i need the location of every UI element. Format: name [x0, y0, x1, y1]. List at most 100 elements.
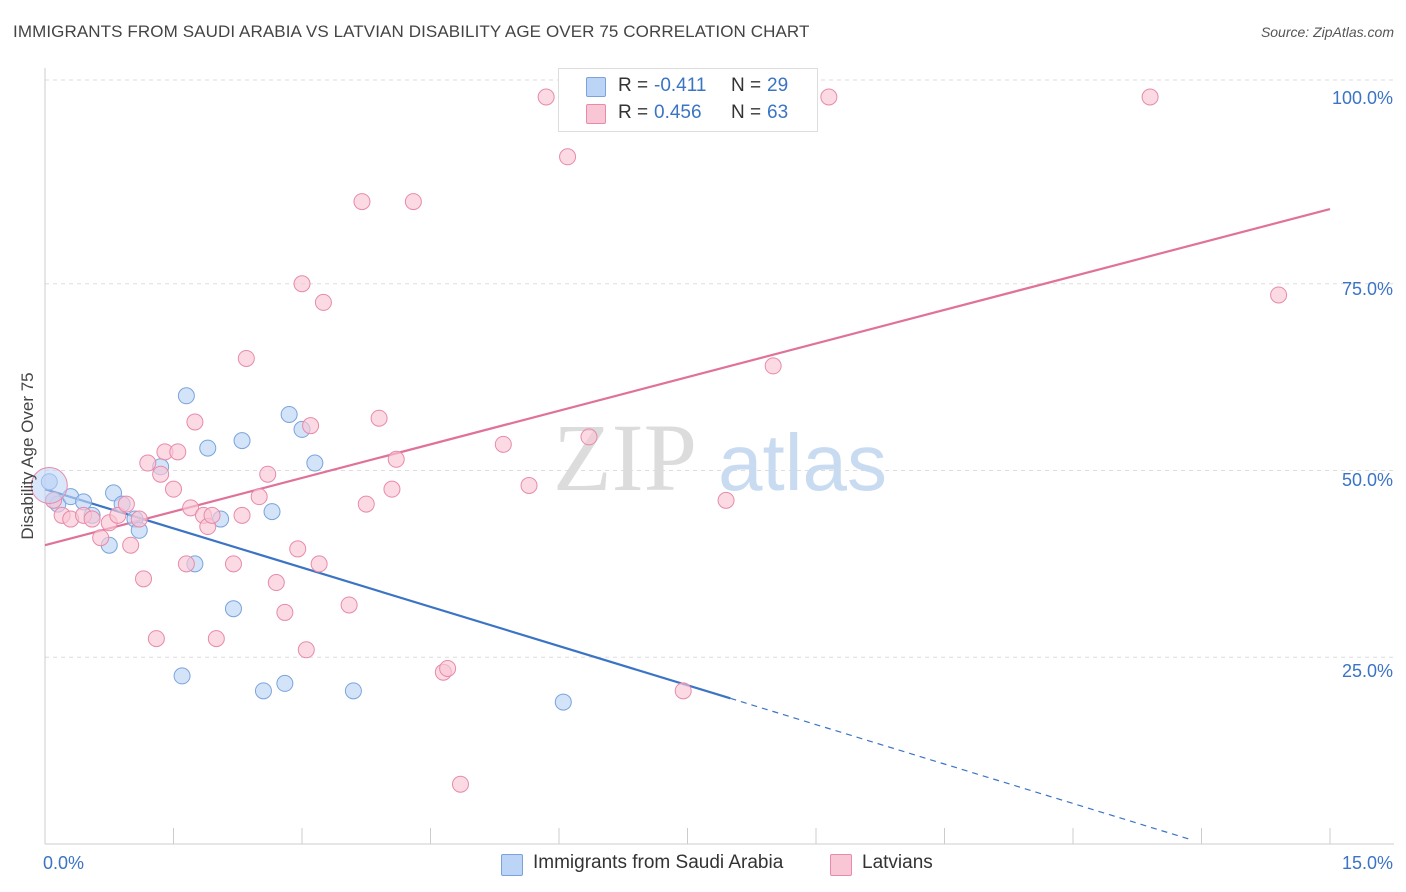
latvian-point — [177, 555, 195, 573]
latvian-point — [451, 775, 469, 793]
latvian-point — [139, 454, 157, 472]
watermark-atlas: atlas — [718, 418, 887, 507]
latvian-point — [259, 465, 277, 483]
saudi-point — [276, 674, 294, 692]
latvian-point — [276, 603, 294, 621]
saudi-point — [173, 667, 191, 685]
latvian-point — [1141, 88, 1159, 106]
correlation-legend: R = -0.411 N = 29 R = 0.456 N = 63 — [558, 68, 818, 132]
latvian-point — [302, 417, 320, 435]
legend-r-value: 0.456 — [654, 102, 702, 123]
axes — [44, 68, 1394, 845]
latvian-point — [135, 570, 153, 588]
latvian-point — [267, 574, 285, 592]
y-axis-title: Disability Age Over 75 — [18, 372, 37, 539]
latvian-point — [580, 428, 598, 446]
latvian-point — [357, 495, 375, 513]
latvian-point — [237, 349, 255, 367]
saudi-point — [306, 454, 324, 472]
saudi-point — [554, 693, 572, 711]
legend-label: Immigrants from Saudi Arabia — [533, 852, 784, 873]
latvian-point — [717, 491, 735, 509]
latvian-point — [1270, 286, 1288, 304]
latvian-point — [370, 409, 388, 427]
saudi-point — [263, 503, 281, 521]
legend-n-label: N = — [731, 102, 762, 123]
legend-label: Latvians — [862, 852, 933, 873]
legend-swatch-blue — [501, 854, 523, 876]
y-tick-label: 50.0% — [1342, 470, 1393, 490]
y-tick-label: 25.0% — [1342, 661, 1393, 681]
saudi-trend-line — [44, 488, 731, 700]
latvian-point — [250, 488, 268, 506]
latvian-point — [117, 495, 135, 513]
latvian-point — [383, 480, 401, 498]
latvian-point — [297, 641, 315, 659]
y-tick-label: 75.0% — [1342, 279, 1393, 299]
watermark-zip: ZIP — [553, 404, 697, 511]
latvian-point — [494, 435, 512, 453]
saudi-point — [105, 484, 123, 502]
latvian-point — [289, 540, 307, 558]
latvian-point — [310, 555, 328, 573]
legend-r-value: -0.411 — [654, 75, 707, 96]
latvian-point — [122, 536, 140, 554]
x-tick-label: 15.0% — [1342, 853, 1393, 873]
saudi-point — [224, 600, 242, 618]
y-tick-label: 100.0% — [1332, 88, 1393, 108]
saudi-point — [280, 405, 298, 423]
x-tick-label: 0.0% — [43, 853, 84, 873]
legend-swatch-blue — [586, 77, 606, 97]
chart-title: IMMIGRANTS FROM SAUDI ARABIA VS LATVIAN … — [13, 22, 810, 41]
latvian-point — [340, 596, 358, 614]
latvian-point — [92, 529, 110, 547]
source-note: Source: ZipAtlas.com — [1260, 24, 1394, 40]
legend-row-saudi: R = -0.411 N = 29 — [559, 74, 817, 100]
latvian-point — [207, 630, 225, 648]
latvian-point — [387, 450, 405, 468]
saudi-point — [254, 682, 272, 700]
saudi-point — [344, 682, 362, 700]
legend-n-value: 63 — [767, 102, 789, 123]
latvian-point — [147, 630, 165, 648]
latvian-point — [537, 88, 555, 106]
saudi-point — [233, 432, 251, 450]
latvian-point — [314, 293, 332, 311]
latvian-point — [764, 357, 782, 375]
legend-row-latvians: R = 0.456 N = 63 — [559, 101, 817, 127]
latvian-point — [152, 465, 170, 483]
data-points — [30, 88, 1288, 793]
latvian-point — [233, 506, 251, 524]
latvian-point — [109, 506, 127, 524]
latvian-point — [520, 476, 538, 494]
latvian-point — [83, 510, 101, 528]
latvian-point — [165, 480, 182, 498]
latvian-point — [224, 555, 242, 573]
legend-swatch-pink — [586, 104, 606, 124]
saudi-trend-extension — [730, 697, 1194, 841]
legend-n-label: N = — [731, 75, 762, 96]
axis-labels: 100.0% 75.0% 50.0% 25.0% 0.0% 15.0% Disability… — [18, 88, 1393, 873]
saudi-point — [199, 439, 217, 457]
latvian-point — [182, 499, 200, 517]
watermark: ZIP atlas — [553, 404, 887, 511]
latvian-point — [820, 88, 838, 106]
cluster-point — [30, 466, 68, 504]
latvian-point — [169, 443, 187, 461]
trend-lines — [44, 207, 1331, 841]
latvian-point — [130, 510, 148, 528]
saudi-point — [177, 387, 195, 405]
latvian-point — [559, 148, 577, 166]
latvian-point — [186, 413, 204, 431]
legend-swatch-pink — [830, 854, 852, 876]
legend-r-label: R = — [618, 102, 649, 123]
latvian-point — [293, 275, 311, 293]
legend-n-value: 29 — [767, 75, 789, 96]
legend-r-label: R = — [618, 75, 649, 96]
latvian-point — [439, 659, 457, 677]
latvian-point — [353, 193, 371, 211]
latvian-point — [674, 682, 692, 700]
latvian-point — [404, 193, 422, 211]
latvian-point — [203, 506, 221, 524]
